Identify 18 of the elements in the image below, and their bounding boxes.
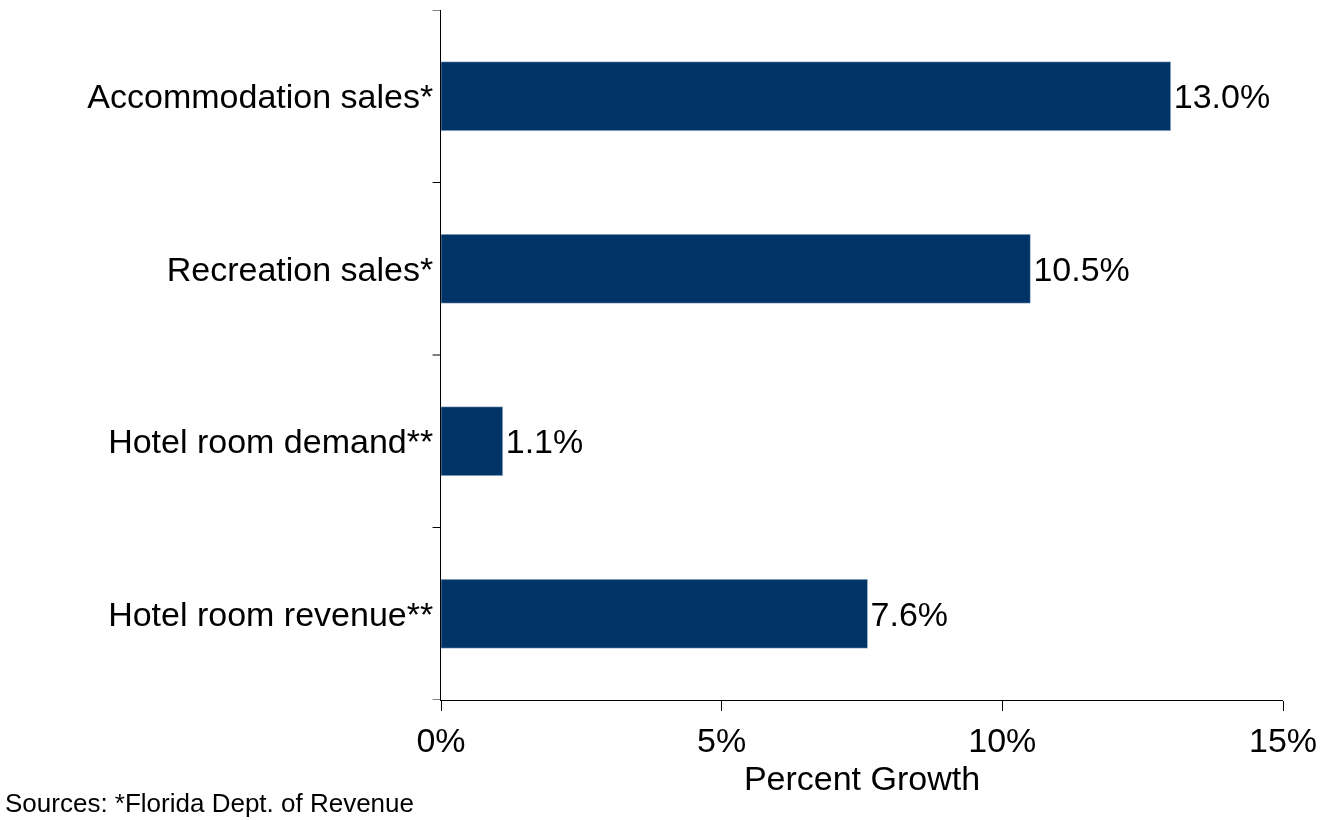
data-label: 13.0% — [1173, 77, 1271, 116]
y-tick-label: Hotel room demand** — [108, 422, 434, 461]
y-tick-label: Hotel room revenue** — [108, 594, 434, 633]
x-axis-title: Percent Growth — [743, 758, 981, 797]
bar — [441, 234, 1031, 304]
y-tick-label: Accommodation sales* — [87, 77, 434, 116]
data-label: 7.6% — [870, 594, 949, 633]
bar — [441, 61, 1171, 131]
bar — [441, 579, 868, 649]
x-tick-label: 10% — [968, 720, 1037, 759]
x-tick-label: 0% — [416, 720, 466, 759]
x-tick-label: 5% — [697, 720, 747, 759]
data-label: 1.1% — [505, 422, 584, 461]
y-tick-label: Recreation sales* — [166, 249, 434, 288]
source-note: Sources: *Florida Dept. of Revenue — [5, 788, 414, 818]
data-label: 10.5% — [1033, 249, 1130, 288]
bar — [441, 406, 503, 476]
x-tick-label: 15% — [1248, 720, 1318, 759]
